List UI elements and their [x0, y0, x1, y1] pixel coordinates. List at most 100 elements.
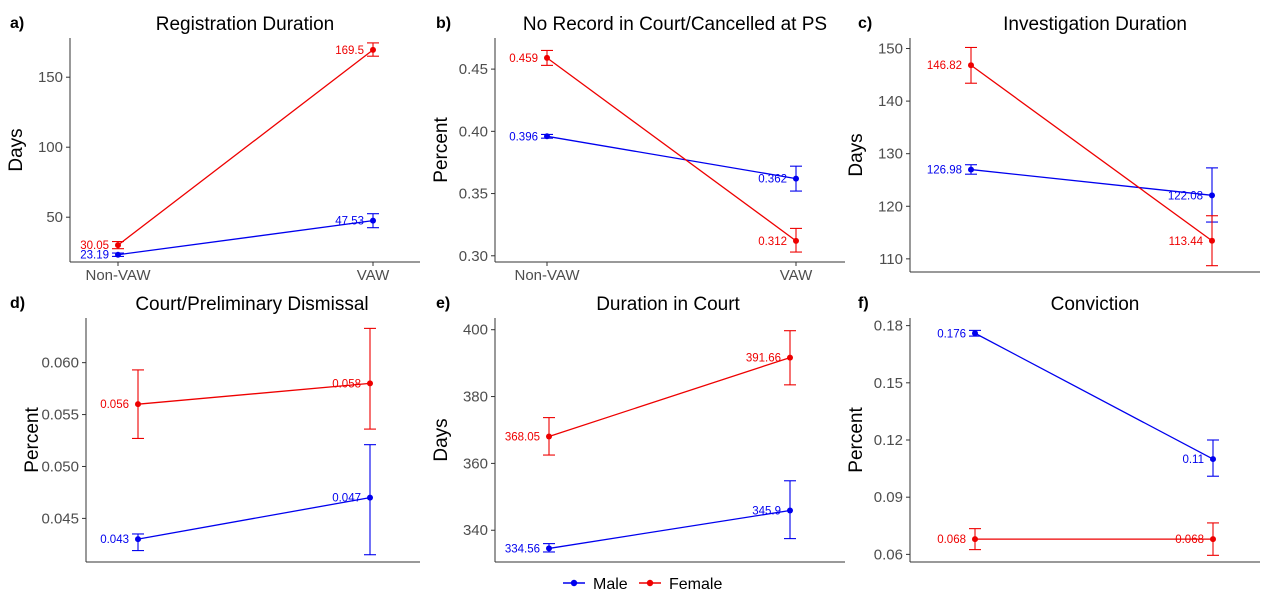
legend-female-label: Female [669, 576, 722, 593]
data-point [135, 401, 141, 408]
series-line [137, 496, 371, 540]
panel-title: Registration Duration [156, 14, 334, 35]
series-line [548, 356, 791, 438]
y-tick-label: 50 [46, 209, 63, 226]
panel-4: 340 360 380 400 e) Duration in Court Days 334.5… [431, 294, 845, 563]
data-point [370, 46, 376, 53]
panel-0: 50 100 150 Non-VAW VAW a) Registration Duratio… [6, 14, 420, 284]
series-line [546, 135, 797, 180]
data-point [1210, 536, 1216, 543]
panel-3: 0.045 0.050 0.055 0.060 d) Court/Preliminary … [10, 294, 420, 563]
data-point [972, 330, 978, 337]
panel-5: 0.06 0.09 0.12 0.15 0.18 f) Conviction Percent 0… [846, 294, 1260, 563]
x-tick-label: VAW [357, 267, 390, 284]
data-point [1209, 192, 1215, 199]
data-label: 126.98 [927, 165, 962, 177]
y-tick-label: 0.40 [459, 123, 488, 140]
legend-male-label: Male [593, 576, 628, 593]
series-male: 0.396 0.362 [509, 131, 802, 192]
data-label: 0.176 [937, 328, 966, 340]
data-point [1210, 456, 1216, 463]
data-label: 0.11 [1182, 454, 1204, 466]
series-female: 0.459 0.312 [509, 49, 802, 253]
data-label: 368.05 [505, 431, 540, 443]
data-label: 23.19 [80, 250, 109, 262]
series-line [137, 382, 371, 405]
y-tick-label: 0.09 [874, 489, 903, 506]
y-tick-label: 110 [879, 251, 903, 268]
data-label: 0.056 [100, 399, 129, 411]
y-axis-title: Days [846, 133, 867, 176]
data-point [968, 62, 974, 69]
series-female: 30.05 169.5 [80, 42, 379, 252]
data-point [968, 166, 974, 173]
y-tick-label: 120 [878, 198, 903, 215]
data-point [115, 251, 121, 258]
data-label: 0.459 [509, 53, 538, 65]
x-tick-label: VAW [780, 267, 813, 284]
series-female: 368.05 391.66 [505, 330, 796, 456]
data-point [787, 507, 793, 514]
data-label: 0.058 [332, 378, 361, 390]
data-point [544, 133, 550, 140]
data-point [370, 217, 376, 224]
y-axis-title: Percent [846, 407, 867, 473]
series-male: 0.176 0.11 [937, 328, 1219, 477]
data-point [793, 237, 799, 244]
y-tick-label: 0.12 [874, 432, 903, 449]
data-label: 0.068 [937, 534, 966, 546]
data-label: 0.068 [1175, 534, 1204, 546]
data-point [367, 380, 373, 387]
y-tick-label: 0.30 [459, 248, 488, 265]
x-tick-label: Non-VAW [85, 267, 151, 284]
y-tick-label: 150 [38, 69, 63, 86]
panel-title: Investigation Duration [1003, 14, 1187, 35]
data-label: 146.82 [927, 60, 962, 72]
series-line [970, 168, 1213, 196]
legend-female-marker [646, 579, 654, 587]
data-label: 47.53 [335, 216, 364, 228]
series-female: 0.056 0.058 [100, 327, 376, 439]
data-label: 334.56 [505, 543, 540, 555]
data-point [544, 54, 550, 61]
series-male: 126.98 122.08 [927, 164, 1218, 223]
chart-panels: 50 100 150 Non-VAW VAW a) Registration Duratio… [6, 14, 1260, 563]
y-tick-label: 360 [463, 455, 488, 472]
y-tick-label: 400 [463, 322, 488, 339]
series-line [970, 64, 1213, 242]
legend: Male Female [563, 576, 722, 593]
data-point [546, 433, 552, 440]
series-male: 334.56 345.9 [505, 480, 796, 555]
panel-2: 110 120 130 140 150 c) Investigation Duration D… [846, 14, 1260, 273]
y-tick-label: 0.06 [874, 546, 903, 563]
series-line [117, 49, 374, 246]
panel-title: Conviction [1051, 294, 1140, 315]
data-label: 30.05 [80, 240, 109, 252]
data-point [367, 494, 373, 501]
data-point [135, 536, 141, 543]
data-label: 345.9 [752, 506, 781, 518]
y-tick-label: 0.045 [41, 510, 79, 527]
data-label: 0.312 [758, 236, 787, 248]
series-female: 0.068 0.068 [937, 522, 1219, 556]
series-female: 146.82 113.44 [927, 46, 1218, 267]
y-axis-title: Percent [22, 407, 43, 473]
series-line [117, 220, 374, 256]
y-tick-label: 130 [878, 146, 903, 163]
data-label: 0.396 [509, 131, 538, 143]
panel-title: No Record in Court/Cancelled at PS [523, 14, 827, 35]
panel-tag: e) [436, 295, 450, 312]
panel-title: Court/Preliminary Dismissal [135, 294, 368, 315]
series-male: 0.043 0.047 [100, 444, 376, 556]
panel-tag: b) [436, 15, 451, 32]
y-tick-label: 380 [463, 389, 488, 406]
y-axis-title: Percent [431, 117, 452, 183]
panel-title: Duration in Court [596, 294, 740, 315]
data-point [972, 536, 978, 543]
data-point [546, 545, 552, 552]
y-tick-label: 0.35 [459, 186, 488, 203]
data-label: 0.047 [332, 493, 361, 505]
y-tick-label: 0.050 [41, 458, 79, 475]
legend-male-marker [570, 579, 578, 587]
